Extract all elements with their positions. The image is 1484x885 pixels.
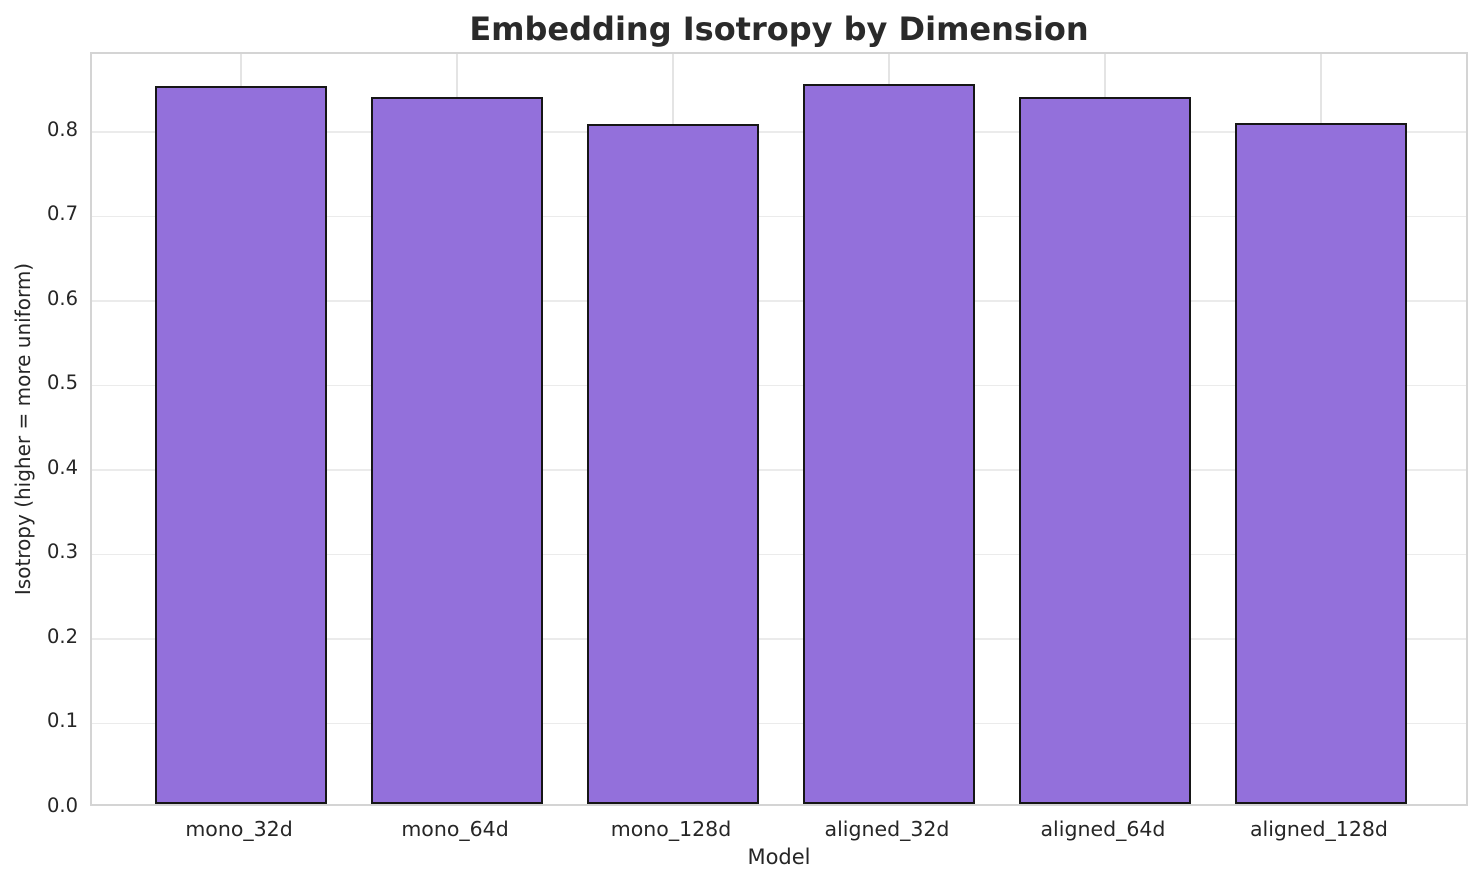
h-gridline bbox=[92, 469, 1466, 471]
y-tick-label: 0.7 bbox=[46, 202, 78, 226]
x-tick-label: mono_128d bbox=[610, 817, 732, 841]
x-tick-label: aligned_128d bbox=[1249, 817, 1388, 841]
bar-aligned_32d bbox=[802, 83, 976, 804]
h-gridline bbox=[92, 384, 1466, 387]
x-tick-label: aligned_32d bbox=[824, 817, 950, 841]
y-tick-label: 0.6 bbox=[46, 286, 78, 310]
y-tick-label: 0.0 bbox=[46, 794, 78, 817]
y-tick-label: 0.5 bbox=[46, 371, 78, 395]
bar-mono_128d bbox=[586, 124, 760, 804]
h-gridline bbox=[92, 638, 1466, 640]
bar-mono_32d bbox=[154, 85, 328, 804]
y-tick-label: 0.3 bbox=[46, 540, 78, 564]
x-axis-label: Model bbox=[747, 845, 811, 869]
x-tick-label: mono_32d bbox=[185, 817, 293, 841]
bar-mono_64d bbox=[370, 97, 544, 804]
bar-aligned_128d bbox=[1234, 122, 1408, 804]
h-gridline bbox=[92, 553, 1466, 556]
chart-title: Embedding Isotropy by Dimension bbox=[469, 10, 1089, 48]
h-gridline bbox=[92, 300, 1466, 302]
y-tick-label: 0.2 bbox=[46, 624, 78, 648]
bar-aligned_64d bbox=[1018, 96, 1192, 804]
plot-area bbox=[90, 52, 1468, 806]
x-tick-label: aligned_64d bbox=[1040, 817, 1166, 841]
y-tick-label: 0.4 bbox=[46, 455, 78, 479]
h-gridline bbox=[92, 131, 1466, 133]
h-gridline bbox=[92, 215, 1466, 218]
y-tick-label: 0.1 bbox=[46, 709, 78, 733]
h-gridline bbox=[92, 722, 1466, 725]
y-tick-label: 0.8 bbox=[46, 117, 78, 141]
x-tick-label: mono_64d bbox=[401, 817, 509, 841]
